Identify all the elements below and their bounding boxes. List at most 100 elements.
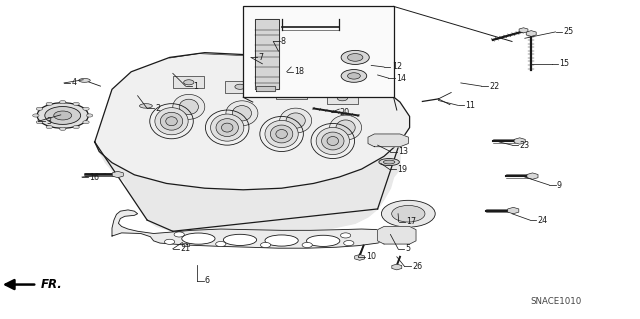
Text: SNACE1010: SNACE1010 <box>530 297 581 306</box>
Ellipse shape <box>322 132 344 150</box>
Ellipse shape <box>276 130 287 138</box>
Text: 13: 13 <box>398 147 408 156</box>
Bar <box>225 81 255 93</box>
Bar <box>182 243 189 246</box>
Circle shape <box>36 107 43 110</box>
Ellipse shape <box>179 99 198 115</box>
Polygon shape <box>368 134 408 147</box>
Text: 1: 1 <box>193 82 198 91</box>
Text: 14: 14 <box>396 74 406 83</box>
Ellipse shape <box>161 112 183 130</box>
Circle shape <box>73 102 79 106</box>
Ellipse shape <box>182 233 215 244</box>
Circle shape <box>340 233 351 238</box>
Circle shape <box>174 232 184 237</box>
Circle shape <box>83 107 89 110</box>
Circle shape <box>46 102 52 106</box>
Ellipse shape <box>211 114 244 141</box>
Ellipse shape <box>216 119 238 137</box>
Ellipse shape <box>271 125 293 143</box>
Ellipse shape <box>221 123 233 132</box>
Text: 3: 3 <box>46 117 51 126</box>
Ellipse shape <box>286 113 305 128</box>
Ellipse shape <box>226 101 258 126</box>
Circle shape <box>392 205 425 222</box>
Ellipse shape <box>383 160 395 164</box>
Ellipse shape <box>280 108 312 133</box>
Ellipse shape <box>327 137 339 145</box>
Text: 19: 19 <box>397 165 407 174</box>
Text: FR.: FR. <box>41 278 63 291</box>
Circle shape <box>235 84 245 89</box>
Circle shape <box>60 127 66 130</box>
Ellipse shape <box>223 234 257 246</box>
Ellipse shape <box>336 120 355 135</box>
Text: 25: 25 <box>563 27 573 36</box>
Ellipse shape <box>316 127 349 155</box>
Circle shape <box>286 90 296 95</box>
Circle shape <box>344 241 354 246</box>
Circle shape <box>348 73 360 79</box>
Ellipse shape <box>265 235 298 246</box>
Ellipse shape <box>166 117 177 126</box>
Text: 26: 26 <box>412 262 422 271</box>
Circle shape <box>60 100 66 104</box>
Polygon shape <box>255 19 279 89</box>
Circle shape <box>37 103 88 128</box>
Polygon shape <box>256 86 275 91</box>
Bar <box>173 76 204 88</box>
Text: 16: 16 <box>90 173 100 182</box>
Circle shape <box>184 80 194 85</box>
Circle shape <box>83 121 89 124</box>
Ellipse shape <box>140 104 152 108</box>
Ellipse shape <box>379 159 399 166</box>
Circle shape <box>45 107 81 124</box>
Text: 2: 2 <box>155 104 160 113</box>
Text: 24: 24 <box>538 216 548 225</box>
Polygon shape <box>378 226 416 244</box>
Ellipse shape <box>265 121 298 148</box>
Text: 20: 20 <box>339 108 349 117</box>
Circle shape <box>33 114 39 117</box>
Text: 5: 5 <box>406 244 411 253</box>
Bar <box>276 86 307 99</box>
Ellipse shape <box>330 115 362 140</box>
Circle shape <box>36 121 43 124</box>
Text: 9: 9 <box>557 181 562 189</box>
Text: 23: 23 <box>520 141 530 150</box>
Text: 17: 17 <box>406 217 417 226</box>
Ellipse shape <box>173 94 205 119</box>
Circle shape <box>381 200 435 227</box>
Text: 21: 21 <box>180 244 191 253</box>
Text: 10: 10 <box>366 252 376 261</box>
Text: 7: 7 <box>259 53 264 62</box>
Text: 18: 18 <box>294 67 305 76</box>
Ellipse shape <box>79 78 90 82</box>
Circle shape <box>86 114 93 117</box>
Circle shape <box>341 50 369 64</box>
Ellipse shape <box>155 108 188 135</box>
Circle shape <box>216 241 226 247</box>
Circle shape <box>348 54 363 61</box>
Text: 8: 8 <box>281 37 286 46</box>
Polygon shape <box>95 53 410 190</box>
Circle shape <box>54 111 72 120</box>
Bar <box>327 92 358 104</box>
Circle shape <box>302 242 312 248</box>
Polygon shape <box>112 210 394 248</box>
Text: 11: 11 <box>465 101 476 110</box>
Bar <box>243 6 394 97</box>
Ellipse shape <box>232 106 252 121</box>
Text: 4: 4 <box>72 78 77 87</box>
Circle shape <box>260 242 271 248</box>
Circle shape <box>341 70 367 82</box>
Text: 6: 6 <box>205 276 210 285</box>
Circle shape <box>337 96 348 101</box>
Circle shape <box>164 239 175 244</box>
Text: 22: 22 <box>489 82 499 91</box>
Ellipse shape <box>307 235 340 246</box>
Text: 15: 15 <box>559 59 570 68</box>
Polygon shape <box>95 142 400 234</box>
Circle shape <box>73 125 79 129</box>
Text: 12: 12 <box>392 63 402 71</box>
